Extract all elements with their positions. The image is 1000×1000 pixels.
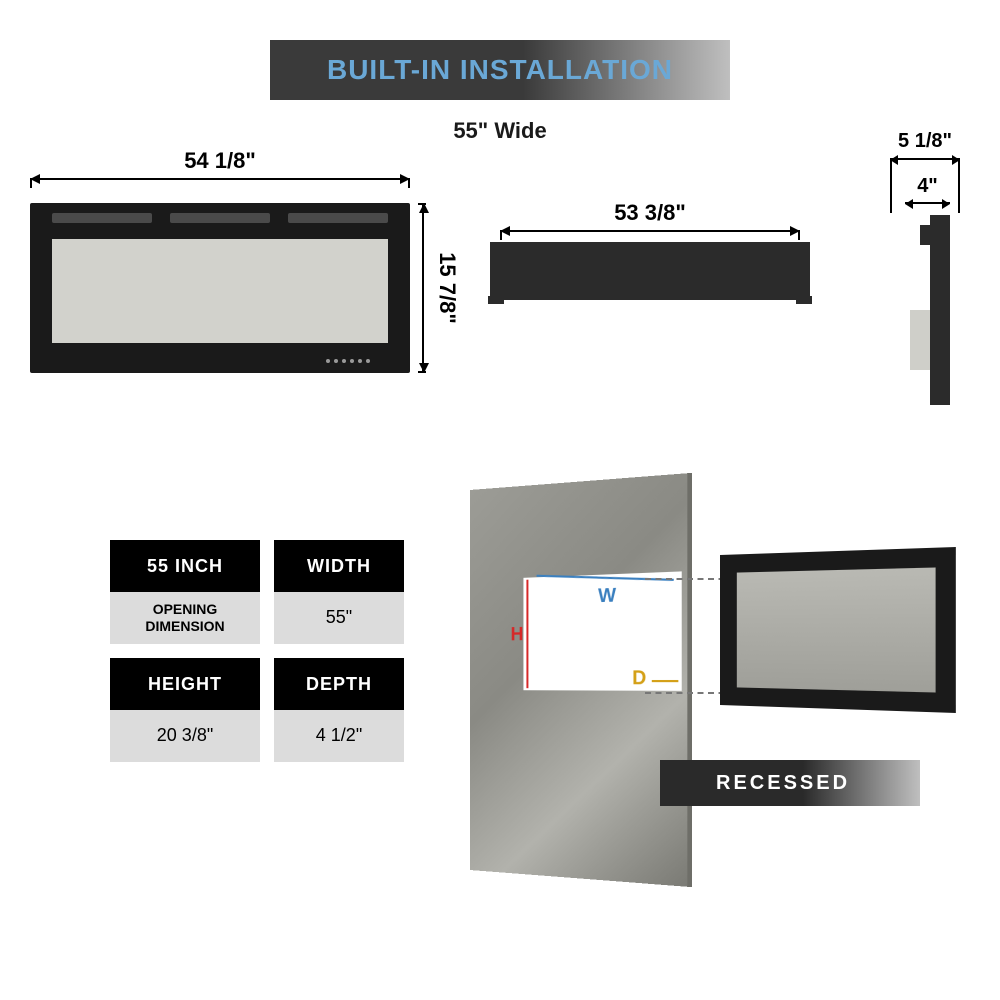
fireplace-top: [490, 242, 810, 300]
table-col: WIDTH 55": [274, 540, 404, 644]
unit-glass: [737, 567, 936, 692]
recessed-banner: RECESSED: [660, 760, 920, 806]
front-height-value: 15 7/8": [434, 252, 460, 324]
cell-head: WIDTH: [274, 540, 404, 592]
top-view: 53 3/8": [490, 200, 810, 330]
side-total-value: 5 1/8": [890, 130, 960, 153]
h-label: H: [511, 624, 524, 646]
side-view: 5 1/8" 4": [870, 130, 990, 410]
top-length-value: 53 3/8": [500, 200, 800, 226]
front-width-value: 54 1/8": [30, 148, 410, 174]
top-length-dimension: 53 3/8": [500, 200, 800, 232]
dim-line: [890, 158, 960, 160]
side-inset-value: 4": [905, 175, 950, 198]
front-width-dimension: 54 1/8": [30, 148, 410, 180]
recessed-label: RECESSED: [716, 772, 850, 795]
vent: [288, 213, 388, 223]
w-label: W: [598, 585, 616, 608]
table-col: DEPTH 4 1/2": [274, 658, 404, 762]
dim-line: [905, 202, 950, 204]
side-cover: [910, 310, 930, 370]
fireplace-side: [930, 215, 950, 405]
side-lip: [920, 225, 930, 245]
wall: H W D: [470, 473, 687, 887]
cell-head: HEIGHT: [110, 658, 260, 710]
dim-line: [30, 178, 410, 180]
d-indicator: [652, 680, 679, 682]
cell-head: DEPTH: [274, 658, 404, 710]
fireplace-front: [30, 203, 410, 373]
screen: [52, 239, 388, 343]
h-indicator: [526, 580, 528, 689]
control-dots: [326, 359, 370, 363]
cell-body: 20 3/8": [110, 710, 260, 762]
vent: [52, 213, 152, 223]
subtitle: 55" Wide: [0, 118, 1000, 144]
cell-head: 55 INCH: [110, 540, 260, 592]
table-col: 55 INCH OPENING DIMENSION: [110, 540, 260, 644]
d-label: D: [632, 667, 646, 690]
vent: [170, 213, 270, 223]
fireplace-unit-3d: [720, 547, 956, 713]
cell-body: 4 1/2": [274, 710, 404, 762]
title-banner: BUILT-IN INSTALLATION: [270, 40, 730, 100]
front-view: 54 1/8" 15 7/8": [30, 148, 440, 408]
cell-body: OPENING DIMENSION: [110, 592, 260, 644]
spec-table: 55 INCH OPENING DIMENSION WIDTH 55" HEIG…: [110, 540, 404, 762]
cell-body: 55": [274, 592, 404, 644]
recessed-3d-view: H W D RECESSED: [440, 460, 980, 900]
title-text: BUILT-IN INSTALLATION: [327, 54, 673, 86]
front-height-dimension: 15 7/8": [420, 203, 500, 373]
table-col: HEIGHT 20 3/8": [110, 658, 260, 762]
